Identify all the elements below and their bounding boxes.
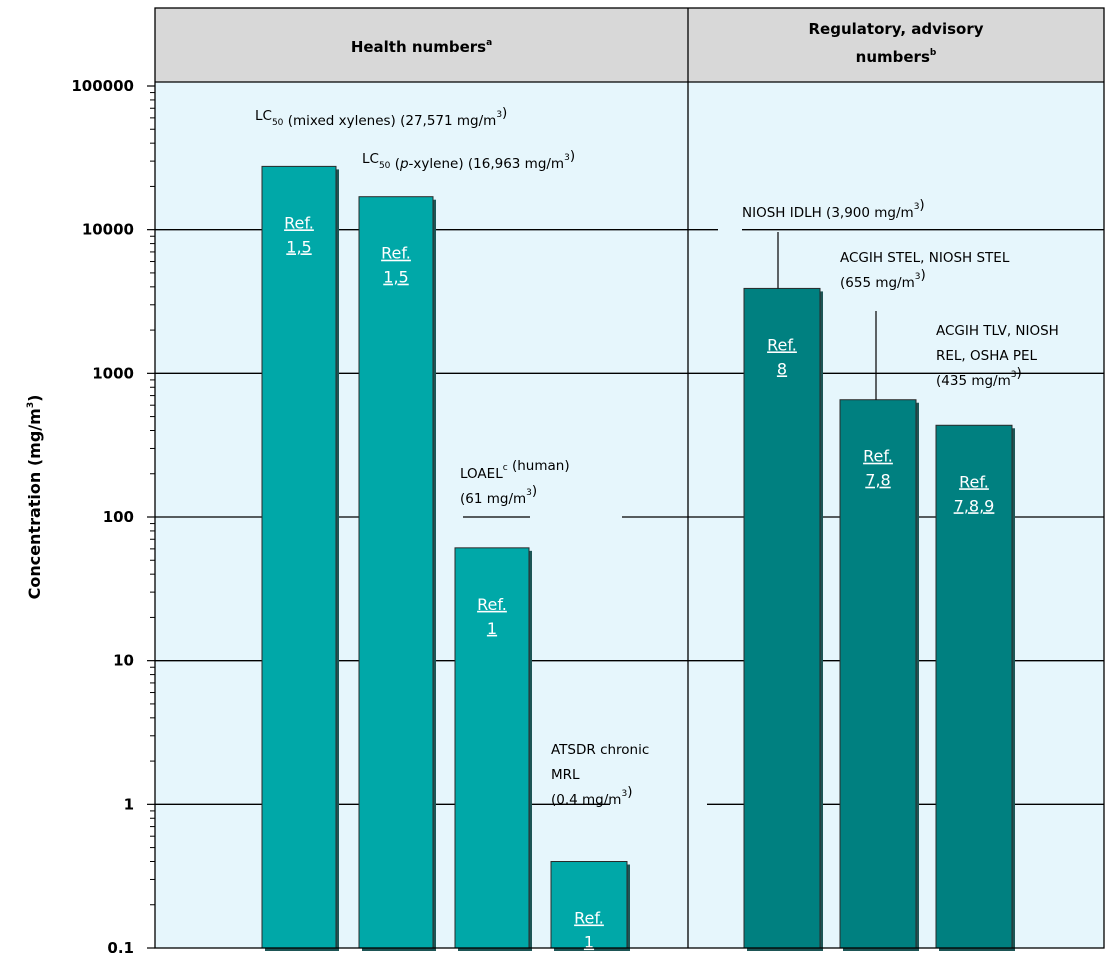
ref-link[interactable]: 1	[487, 619, 497, 638]
ref-link[interactable]: Ref.	[863, 447, 893, 466]
y-axis-title: Concentration (mg/m3)	[25, 395, 44, 600]
bar-2	[454, 547, 530, 949]
chart-frame	[154, 7, 1105, 949]
ref-link[interactable]: 7,8,9	[954, 496, 995, 515]
group-title-regulatory: Regulatory, advisory	[809, 20, 984, 38]
bar-label: NIOSH IDLH (3,900 mg/m3)	[742, 197, 925, 221]
ref-link[interactable]: Ref.	[959, 472, 989, 491]
ref-link[interactable]: 1	[584, 933, 594, 952]
ref-link[interactable]: Ref.	[477, 595, 507, 614]
y-tick-label: 100	[103, 508, 134, 526]
ref-link[interactable]: 7,8	[865, 471, 890, 490]
y-tick-label: 1	[124, 795, 134, 813]
bar-label: LOAELc (human)	[460, 458, 570, 482]
ref-link[interactable]: Ref.	[381, 244, 411, 263]
ref-link[interactable]: 1,5	[383, 268, 408, 287]
bar-label: ACGIH STEL, NIOSH STEL	[840, 250, 1010, 266]
bar-5	[839, 399, 917, 949]
bar-3	[550, 861, 628, 949]
bar-label: (435 mg/m3)	[936, 365, 1022, 389]
bar-label: REL, OSHA PEL	[936, 348, 1038, 364]
ref-link[interactable]: 1,5	[286, 237, 311, 256]
group-title-regulatory-line2: numbersb	[856, 48, 937, 66]
bar-label: LC50 (mixed xylenes) (27,571 mg/m3)	[255, 105, 507, 129]
bar-label: (61 mg/m3)	[460, 483, 537, 507]
y-tick-label: 10	[113, 652, 134, 670]
header-band	[155, 8, 1104, 82]
bar-label: ATSDR chronic	[551, 742, 649, 758]
ref-link[interactable]: Ref.	[574, 909, 604, 928]
bar-label: (655 mg/m3)	[840, 267, 926, 291]
group-title-health: Health numbersa	[351, 38, 492, 56]
bar-6	[935, 424, 1013, 949]
bar-label: (0.4 mg/m3)	[551, 784, 632, 808]
bar-label: MRL	[551, 767, 580, 783]
bar-label: LC50 (p-xylene) (16,963 mg/m3)	[362, 148, 575, 172]
bar-label: ACGIH TLV, NIOSH	[936, 323, 1059, 339]
ref-link[interactable]: Ref.	[284, 213, 314, 232]
y-tick-label: 100000	[71, 77, 134, 95]
y-tick-label: 1000	[92, 364, 134, 382]
ref-link[interactable]: 8	[777, 359, 787, 378]
bar-4	[743, 287, 821, 949]
y-tick-label: 10000	[82, 221, 134, 239]
bar-1	[358, 196, 434, 949]
ref-link[interactable]: Ref.	[767, 335, 797, 354]
bar-0	[261, 165, 337, 949]
y-tick-label: 0.1	[107, 939, 134, 957]
